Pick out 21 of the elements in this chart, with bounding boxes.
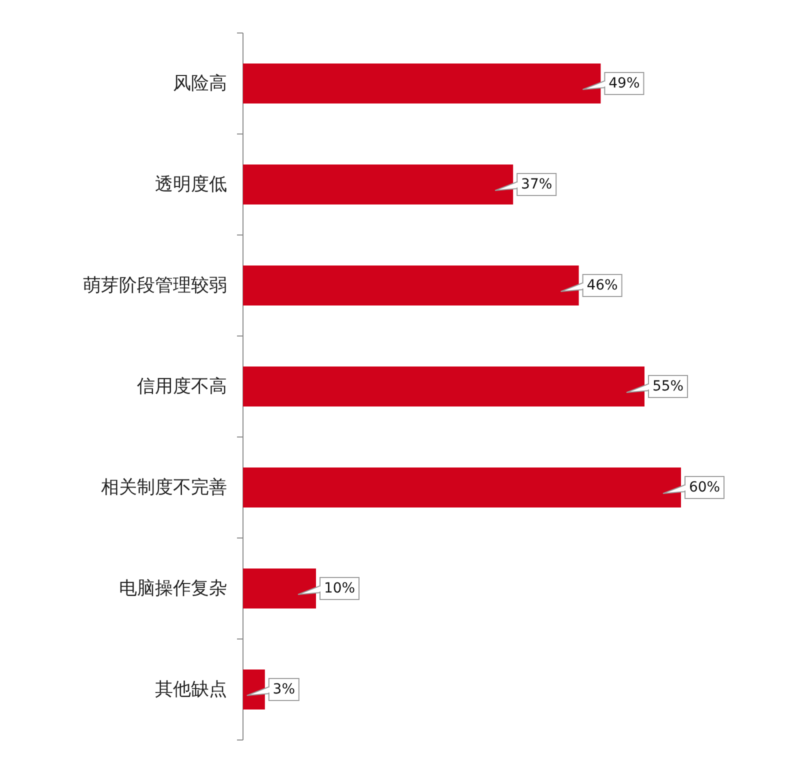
data-label: 46% [560, 274, 622, 297]
y-tick-label: 透明度低 [155, 174, 227, 195]
data-label: 60% [662, 476, 724, 499]
data-label: 49% [608, 76, 640, 92]
y-tick-label: 萌芽阶段管理较弱 [83, 275, 227, 296]
y-tick-label: 其他缺点 [155, 679, 227, 700]
data-label: 37% [494, 173, 557, 196]
data-label: 46% [586, 278, 618, 294]
data-label: 3% [246, 678, 300, 701]
y-tick-label: 风险高 [173, 73, 227, 94]
data-label: 60% [688, 480, 720, 496]
data-label: 37% [521, 176, 552, 192]
y-tick-label: 相关制度不完善 [101, 477, 227, 498]
data-label: 10% [298, 577, 360, 600]
data-label: 55% [652, 378, 684, 394]
data-label: 55% [626, 375, 688, 398]
data-label: 49% [582, 72, 644, 95]
y-tick-label: 电脑操作复杂 [119, 578, 227, 599]
y-tick-label: 信用度不高 [137, 376, 227, 397]
data-label: 3% [272, 682, 296, 698]
data-label: 10% [324, 580, 356, 596]
